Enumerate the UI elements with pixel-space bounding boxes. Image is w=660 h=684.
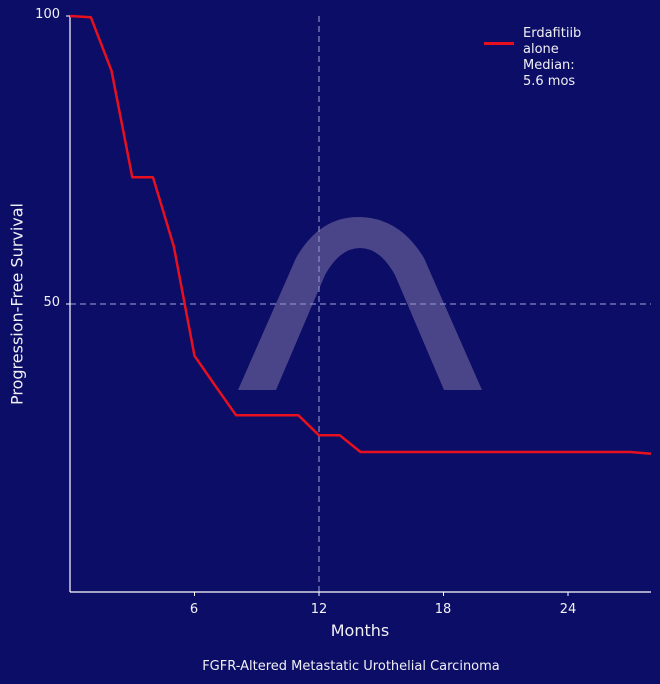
legend-series-name: Erdafitiib alone — [523, 26, 582, 57]
y-axis-label: Progression-Free Survival — [7, 203, 27, 405]
y-tick-label-50: 50 — [43, 295, 60, 310]
x-ticks — [194, 592, 569, 596]
y-tick-label-100: 100 — [35, 7, 60, 22]
legend-entry-erdafitinib: Erdafitiib alone Median: 5.6 mos — [523, 26, 581, 90]
y-ticks — [66, 15, 70, 305]
legend-swatch-erdafitinib — [484, 42, 514, 45]
series-line-erdafitinib — [69, 14, 652, 456]
x-tick-label-6: 6 — [189, 602, 199, 617]
watermark-logo — [238, 216, 482, 390]
legend-median: Median: 5.6 mos — [523, 58, 576, 89]
x-tick-label-18: 18 — [434, 602, 452, 617]
x-tick-label-12: 12 — [310, 602, 328, 617]
chart-caption: FGFR-Altered Metastatic Urothelial Carci… — [202, 659, 500, 674]
x-tick-label-24: 24 — [559, 602, 577, 617]
x-axis-label: Months — [330, 621, 390, 640]
